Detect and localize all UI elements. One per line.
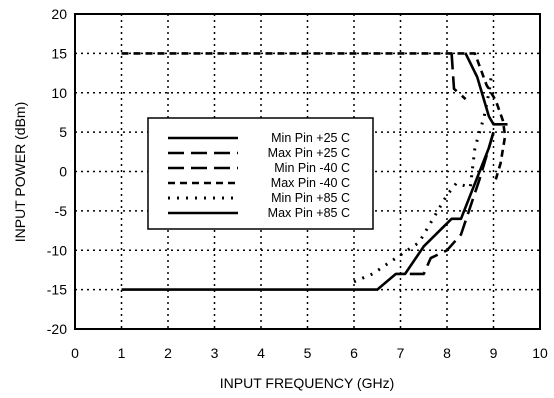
y-tick-label: -5 <box>55 203 68 219</box>
series-line-1 <box>121 131 495 291</box>
x-tick-label: 6 <box>350 345 358 361</box>
y-tick-label: 5 <box>59 124 67 140</box>
x-tick-label: 1 <box>118 345 126 361</box>
legend-label: Min Pin -40 C <box>274 161 350 175</box>
x-tick-label: 7 <box>397 345 405 361</box>
x-axis-label: INPUT FREQUENCY (GHz) <box>220 375 395 391</box>
series-line-5 <box>353 76 493 284</box>
y-tick-label: -10 <box>47 242 67 258</box>
legend-label: Max Pin -40 C <box>271 176 350 190</box>
series-line-6 <box>464 52 508 126</box>
legend-label: Min Pin +25 C <box>271 131 350 145</box>
x-tick-label: 9 <box>490 345 498 361</box>
y-tick-label: 20 <box>51 6 67 22</box>
y-tick-label: 15 <box>51 45 67 61</box>
x-tick-label: 10 <box>532 345 548 361</box>
y-tick-label: -15 <box>47 282 67 298</box>
y-tick-label: 10 <box>51 85 67 101</box>
y-tick-label: -20 <box>47 321 67 337</box>
legend-label: Max Pin +85 C <box>268 206 350 220</box>
x-tick-label: 3 <box>211 345 219 361</box>
legend-box <box>147 117 374 230</box>
legend-label: Min Pin +85 C <box>271 191 350 205</box>
series-line-3 <box>409 131 495 276</box>
x-tick-label: 0 <box>71 345 79 361</box>
axis-ticks: 0 1 2 3 4 5 6 7 8 9 10 -20 -15 -10 -5 0 5 10 15 20 <box>47 6 548 361</box>
series-line-2 <box>450 53 467 101</box>
x-tick-label: 4 <box>257 345 265 361</box>
series-group <box>121 52 508 291</box>
x-tick-label: 2 <box>164 345 172 361</box>
x-tick-label: 8 <box>443 345 451 361</box>
plot-frame <box>74 13 541 330</box>
x-tick-label: 5 <box>304 345 312 361</box>
y-axis-label: INPUT POWER (dBm) <box>12 102 28 243</box>
y-tick-label: 0 <box>59 164 67 180</box>
legend-label: Max Pin +25 C <box>268 146 350 160</box>
